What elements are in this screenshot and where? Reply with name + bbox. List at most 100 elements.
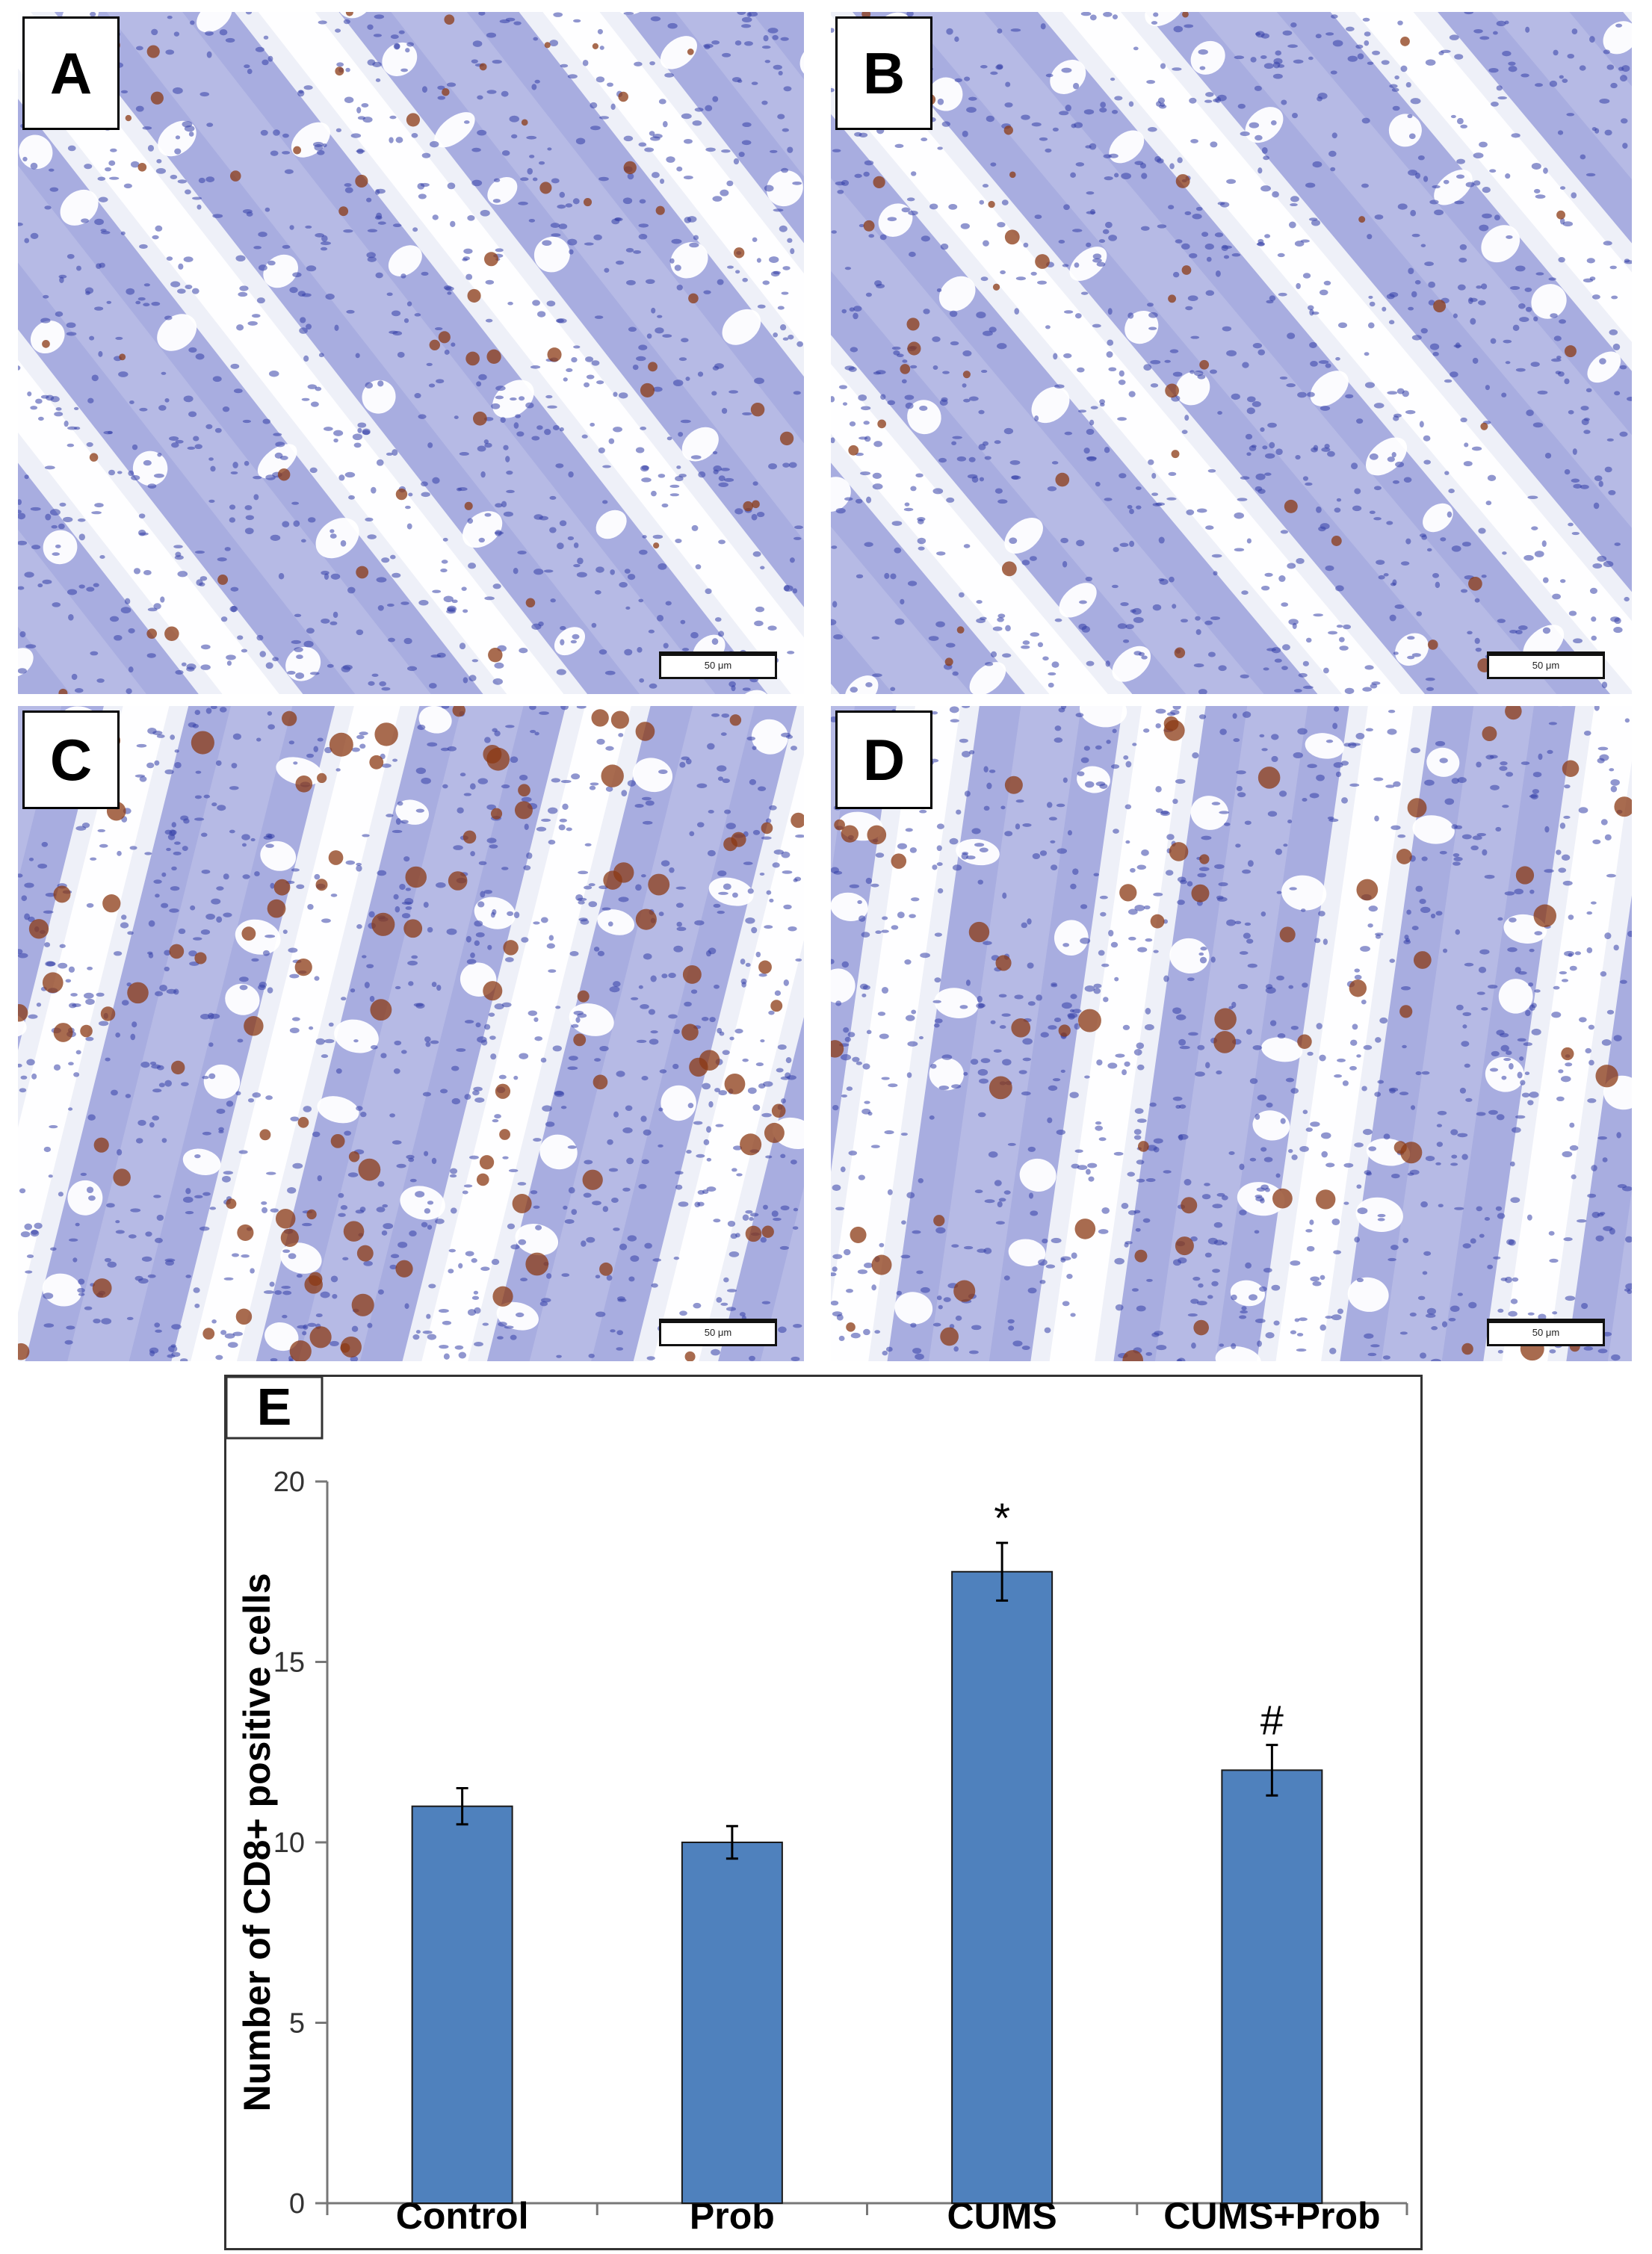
nucleus xyxy=(393,1068,400,1074)
nucleus xyxy=(1122,1024,1130,1030)
nucleus xyxy=(831,619,837,626)
nucleus xyxy=(1062,777,1068,783)
nucleus xyxy=(1093,983,1102,988)
nucleus xyxy=(377,1289,384,1295)
nucleus xyxy=(1031,122,1042,127)
nucleus xyxy=(386,292,393,297)
nucleus xyxy=(648,1009,656,1015)
nucleus xyxy=(1479,949,1490,955)
nucleus xyxy=(1597,1136,1607,1140)
goblet-cell xyxy=(831,892,868,921)
nucleus xyxy=(954,78,962,83)
nucleus xyxy=(1205,92,1214,97)
nucleus xyxy=(549,40,559,46)
nucleus xyxy=(451,342,456,347)
nucleus xyxy=(183,818,190,824)
nucleus xyxy=(1461,542,1471,547)
nucleus xyxy=(1278,790,1287,797)
nucleus xyxy=(546,1273,552,1279)
nucleus xyxy=(1579,65,1586,71)
nucleus xyxy=(641,796,652,801)
nucleus xyxy=(962,750,971,758)
nucleus xyxy=(1113,1151,1124,1156)
nucleus xyxy=(979,616,987,620)
nucleus xyxy=(904,959,912,965)
nucleus xyxy=(1096,261,1106,267)
nucleus xyxy=(1523,1042,1532,1047)
nucleus xyxy=(634,61,643,66)
nucleus xyxy=(1269,1020,1277,1027)
nucleus xyxy=(761,1112,772,1118)
nucleus xyxy=(716,1297,723,1303)
nucleus xyxy=(713,1219,721,1223)
nucleus xyxy=(1385,784,1395,788)
nucleus xyxy=(597,28,603,34)
nucleus xyxy=(58,1192,64,1197)
nucleus xyxy=(1105,660,1110,667)
nucleus xyxy=(717,765,727,772)
nucleus xyxy=(1321,1151,1328,1158)
nucleus xyxy=(229,786,239,790)
nucleus xyxy=(1106,351,1113,358)
nucleus xyxy=(881,986,889,994)
nucleus xyxy=(983,766,989,773)
nucleus xyxy=(43,1323,55,1328)
nucleus xyxy=(44,942,51,947)
cd8-positive-cell xyxy=(119,353,126,361)
nucleus xyxy=(279,456,288,460)
nucleus xyxy=(342,664,353,670)
nucleus xyxy=(448,1269,454,1274)
nucleus xyxy=(780,37,789,41)
nucleus xyxy=(471,147,481,152)
nucleus xyxy=(1254,1230,1260,1234)
nucleus xyxy=(902,359,908,363)
nucleus xyxy=(508,1168,519,1173)
nucleus xyxy=(415,767,427,775)
nucleus xyxy=(400,601,409,605)
nucleus xyxy=(359,743,366,749)
nucleus xyxy=(1589,276,1596,281)
nucleus xyxy=(533,1205,540,1209)
nucleus xyxy=(1325,32,1334,36)
nucleus xyxy=(673,1029,680,1035)
nucleus xyxy=(415,808,424,813)
nucleus xyxy=(1597,555,1607,562)
nucleus xyxy=(1296,282,1301,289)
nucleus xyxy=(330,573,341,580)
nucleus xyxy=(151,28,158,36)
villus-core xyxy=(892,706,1127,1361)
nucleus xyxy=(1005,81,1011,87)
cd8-positive-cell xyxy=(259,1129,271,1141)
nucleus xyxy=(680,419,691,424)
nucleus xyxy=(684,1001,692,1007)
nucleus xyxy=(633,250,642,254)
nucleus xyxy=(157,452,162,457)
nucleus xyxy=(156,1065,164,1071)
cd8-positive-cell xyxy=(18,1004,28,1022)
nucleus xyxy=(1474,598,1480,603)
nucleus xyxy=(494,662,504,669)
nucleus xyxy=(563,1205,568,1210)
nucleus xyxy=(282,1249,291,1254)
nucleus xyxy=(615,260,625,265)
nucleus xyxy=(175,135,181,140)
nucleus xyxy=(570,640,577,644)
nucleus xyxy=(1578,1017,1587,1023)
nucleus xyxy=(185,189,191,195)
nucleus xyxy=(356,862,362,867)
nucleus xyxy=(247,69,253,75)
nucleus xyxy=(865,292,872,297)
nucleus xyxy=(1426,1307,1436,1315)
nucleus xyxy=(1462,1024,1467,1029)
nucleus xyxy=(310,401,319,407)
cd8-positive-cell xyxy=(900,364,911,374)
nucleus xyxy=(1432,185,1441,189)
cd8-positive-cell xyxy=(479,63,487,71)
nucleus xyxy=(463,1184,473,1188)
nucleus xyxy=(832,149,841,152)
nucleus xyxy=(1317,96,1322,102)
nucleus xyxy=(1390,825,1401,830)
nucleus xyxy=(439,1089,448,1094)
nucleus xyxy=(1177,876,1187,882)
nucleus xyxy=(1437,1110,1447,1115)
